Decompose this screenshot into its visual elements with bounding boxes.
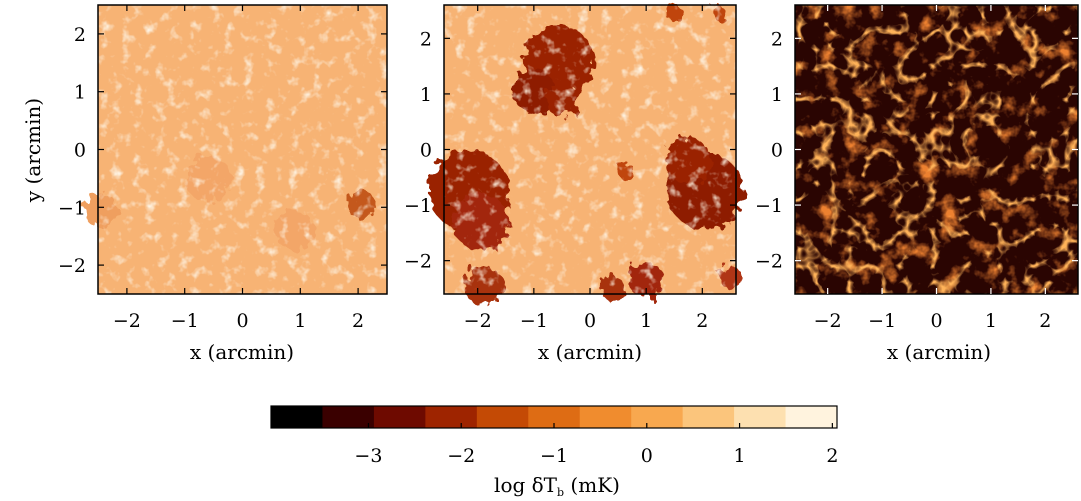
panel-right: −2 −1 0 1 2 −2 −1 0 1 2 x (arcmin) (755, 4, 1079, 364)
colorbar-tick-label: 2 (826, 445, 838, 467)
colorbar-bin-8 (682, 406, 735, 428)
colorbar-label: log δTb (mK) (494, 473, 620, 499)
panel-middle-texture (444, 5, 736, 294)
panel-right-xtick-label: 2 (1039, 310, 1051, 332)
panel-middle-ticks: −2 −1 0 1 2 −2 −1 0 1 2 (404, 5, 736, 332)
panel-left-xtick-label: −2 (113, 310, 141, 332)
panel-middle: −2 −1 0 1 2 −2 −1 0 1 2 x (arcmin) (404, 4, 744, 364)
colorbar-label-suffix: (mK) (564, 473, 620, 497)
panel-right-xtick-label: 0 (930, 310, 942, 332)
panel-right-ytick-label: 1 (771, 84, 783, 106)
colorbar-bin-7 (631, 406, 684, 428)
panel-middle-xtick-label: −2 (464, 310, 492, 332)
colorbar-tick-label: −1 (540, 445, 568, 467)
panel-right-ytick-label: 0 (771, 140, 783, 162)
panel-left-ticks: −2 −1 0 1 2 −2 −1 0 1 2 (58, 5, 387, 332)
colorbar-bin-1 (322, 406, 375, 428)
panel-left-ytick-label: −2 (58, 255, 86, 277)
colorbar-tick-label: 1 (734, 445, 746, 467)
panel-middle-ytick-label: 0 (420, 140, 432, 162)
colorbar-tick-label: 0 (641, 445, 653, 467)
colorbar-bin-10 (785, 406, 838, 428)
colorbar-label-prefix: log δT (494, 473, 558, 497)
colorbar-bin-0 (271, 406, 323, 428)
panel-right-ytick-label: −2 (755, 251, 783, 273)
panel-right-xtick-label: −2 (814, 310, 842, 332)
colorbar-bin-9 (734, 406, 787, 428)
panel-left: −2 −1 0 1 2 −2 −1 0 1 2 x (arcmin) y (arcmin) (21, 4, 388, 364)
panel-middle-ytick-label: −2 (404, 251, 432, 273)
colorbar-bins (271, 406, 838, 428)
panel-middle-ytick-label: 2 (420, 28, 432, 50)
panel-right-ytick-label: −1 (755, 195, 783, 217)
colorbar-bin-2 (373, 406, 426, 428)
panel-middle-xtick-label: −1 (520, 310, 548, 332)
colorbar-tick-label: −3 (354, 445, 382, 467)
panel-left-xtick-label: 0 (236, 310, 248, 332)
panel-left-ylabel: y (arcmin) (21, 98, 45, 203)
panel-left-xtick-label: −1 (171, 310, 199, 332)
colorbar-ticks: −3 −2 −1 0 1 2 (354, 423, 838, 467)
panel-left-ytick-label: 0 (74, 140, 86, 162)
panel-left-xlabel: x (arcmin) (190, 340, 294, 364)
panel-left-ytick-label: 1 (74, 82, 86, 104)
panel-right-xlabel: x (arcmin) (887, 340, 991, 364)
panel-left-texture (98, 5, 387, 294)
colorbar-bin-3 (425, 406, 478, 428)
panel-right-ytick-label: 2 (771, 28, 783, 50)
panel-left-ytick-label: −1 (58, 197, 86, 219)
panel-left-ytick-label: 2 (74, 24, 86, 46)
colorbar: −3 −2 −1 0 1 2 log δTb (mK) (270, 405, 838, 499)
panel-middle-xtick-label: 0 (584, 310, 596, 332)
panel-left-xtick-label: 2 (352, 310, 364, 332)
colorbar-bin-5 (528, 406, 581, 428)
colorbar-bin-4 (476, 406, 529, 428)
panel-right-filaments (795, 5, 1078, 294)
panel-middle-ytick-label: −1 (404, 195, 432, 217)
panel-right-xtick-label: 1 (985, 310, 997, 332)
colorbar-tick-label: −2 (447, 445, 475, 467)
panel-middle-xtick-label: 2 (696, 310, 708, 332)
panel-right-ticks: −2 −1 0 1 2 −2 −1 0 1 2 (755, 5, 1078, 332)
panel-middle-xtick-label: 1 (640, 310, 652, 332)
panel-middle-ytick-label: 1 (420, 84, 432, 106)
colorbar-bin-6 (579, 406, 632, 428)
panel-middle-xlabel: x (arcmin) (538, 340, 642, 364)
colorbar-label-sub: b (557, 486, 564, 499)
panel-right-xtick-label: −1 (868, 310, 896, 332)
panel-left-xtick-label: 1 (294, 310, 306, 332)
